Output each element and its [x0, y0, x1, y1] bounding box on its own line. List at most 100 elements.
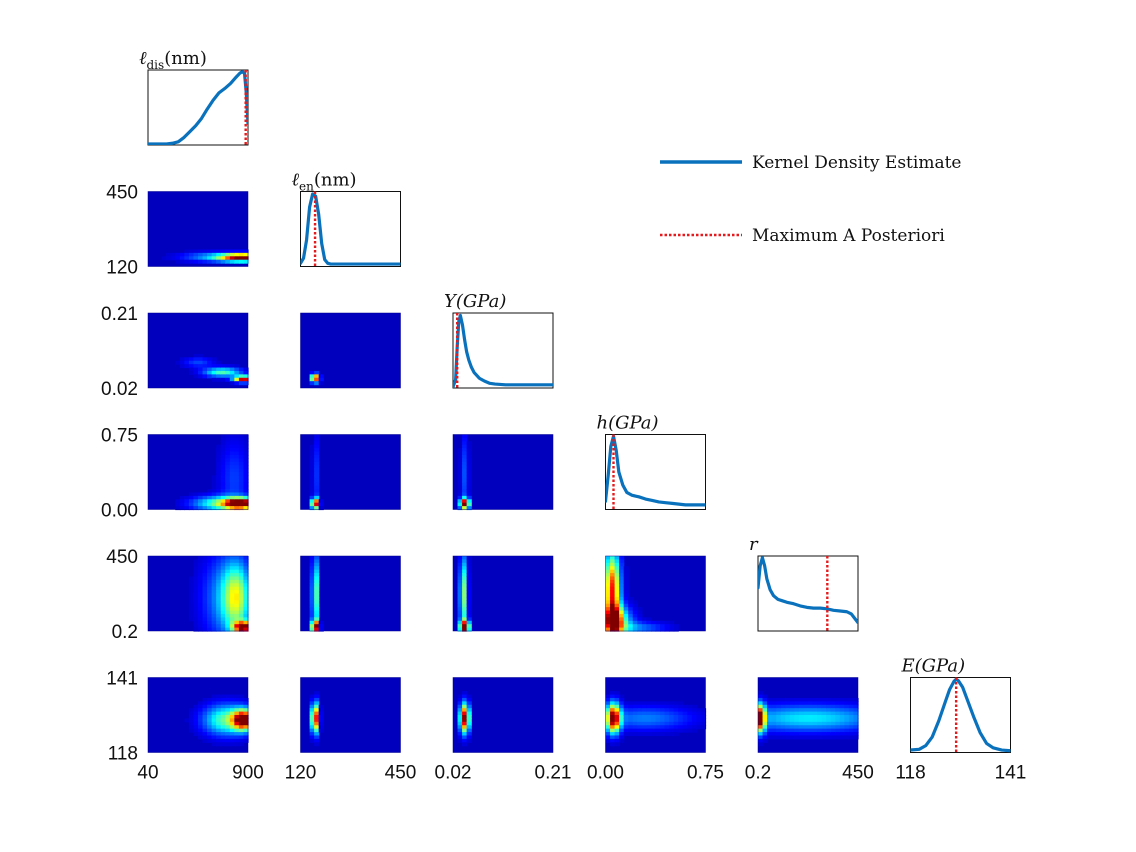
- heatmap-cell: [202, 711, 208, 716]
- heatmap-cell: [812, 728, 818, 733]
- heatmap-cell: [457, 502, 463, 507]
- heatmap-cell: [466, 694, 472, 699]
- heatmap-cell: [238, 735, 245, 740]
- heatmap-cell: [605, 620, 611, 625]
- heatmap-cell: [309, 711, 315, 716]
- heatmap-cell: [184, 357, 190, 362]
- heatmap-cell: [457, 620, 463, 625]
- heatmap-cell: [318, 711, 324, 716]
- heatmap-cell: [673, 725, 679, 730]
- heatmap-cell: [220, 735, 226, 740]
- heatmap-cell: [646, 704, 652, 709]
- heatmap-cell: [610, 732, 616, 737]
- heatmap-cell: [758, 697, 764, 702]
- heatmap-cell: [610, 610, 616, 615]
- heatmap-cell: [225, 502, 231, 507]
- heatmap-frame: [300, 434, 401, 510]
- ytick-top-len: 450: [106, 183, 138, 204]
- heatmap-cell: [466, 603, 472, 608]
- heatmap-cell: [660, 721, 666, 726]
- heatmap-cell: [234, 252, 240, 257]
- heatmap-cell: [776, 732, 782, 737]
- heatmap-cell: [198, 562, 204, 567]
- heatmap-cell: [669, 704, 675, 709]
- heatmap-cell: [673, 708, 679, 713]
- heatmap-cell: [687, 704, 693, 709]
- heatmap-cell: [466, 728, 472, 733]
- heatmap-cell: [220, 465, 226, 470]
- heatmap-cell: [780, 735, 786, 740]
- heatmap-cell: [211, 556, 217, 561]
- xtick-right-len: 450: [385, 763, 417, 784]
- heatmap-cell: [243, 566, 249, 571]
- heatmap-cell: [610, 583, 616, 588]
- heatmap-cell: [234, 506, 240, 511]
- heatmap-cell: [229, 461, 235, 466]
- heatmap-cell: [202, 624, 208, 629]
- heatmap-cell: [623, 715, 629, 720]
- legend-map-label: Maximum A Posteriori: [752, 226, 945, 246]
- heatmap-cell: [821, 697, 827, 702]
- heatmap-E-vs-Y: [452, 677, 554, 753]
- heatmap-cell: [207, 624, 213, 629]
- heatmap-cell: [610, 556, 616, 561]
- heatmap-cell: [466, 573, 472, 578]
- heatmap-cell: [462, 596, 468, 601]
- heatmap-cell: [817, 708, 823, 713]
- heatmap-cell: [466, 489, 472, 494]
- heatmap-cell: [188, 367, 195, 372]
- heatmap-cell: [646, 711, 652, 716]
- heatmap-cell: [641, 627, 648, 632]
- heatmap-cell: [238, 562, 245, 567]
- heatmap-cell: [309, 562, 315, 567]
- heatmap-cell: [623, 596, 629, 601]
- heatmap-cell: [238, 437, 245, 442]
- heatmap-cell: [848, 701, 855, 706]
- heatmap-cell: [844, 704, 850, 709]
- heatmap-cell: [309, 454, 315, 459]
- heatmap-cell: [216, 448, 222, 453]
- heatmap-cell: [771, 718, 777, 723]
- heatmap-cell: [623, 600, 629, 605]
- heatmap-cell: [198, 556, 204, 561]
- heatmap-cell: [234, 728, 240, 733]
- heatmap-cell: [314, 738, 320, 743]
- heatmap-cell: [623, 718, 629, 723]
- diag-panel-h: h(GPa): [597, 413, 706, 510]
- heatmap-cell: [821, 735, 827, 740]
- heatmap-cell: [207, 252, 213, 257]
- heatmap-cell: [309, 478, 315, 483]
- heatmap-cell: [637, 728, 643, 733]
- heatmap-cell: [655, 704, 661, 709]
- heatmap-cell: [202, 566, 208, 571]
- heatmap-cell: [193, 252, 199, 257]
- heatmap-cell: [220, 576, 226, 581]
- heatmap-cell: [234, 603, 240, 608]
- heatmap-cell: [817, 704, 823, 709]
- heatmap-cell: [462, 485, 468, 490]
- heatmap-E-vs-len: [300, 677, 401, 753]
- heatmap-cell: [211, 377, 217, 382]
- heatmap-cell: [466, 485, 472, 490]
- heatmap-cell: [234, 600, 240, 605]
- heatmap-cell: [785, 728, 791, 733]
- heatmap-cell: [610, 624, 616, 629]
- heatmap-cell: [243, 472, 249, 477]
- heatmap-cell: [785, 708, 791, 713]
- heatmap-cell: [309, 489, 315, 494]
- heatmap-cell: [605, 593, 611, 598]
- heatmap-cell: [798, 701, 805, 706]
- heatmap-cell: [243, 499, 249, 504]
- heatmap-cell: [610, 694, 616, 699]
- panel-title-Y: Y(GPa): [444, 291, 506, 312]
- heatmap-frame: [147, 191, 249, 267]
- heatmap-cell: [462, 694, 468, 699]
- heatmap-cell: [619, 566, 625, 571]
- heatmap-cell: [457, 461, 463, 466]
- heatmap-cell: [462, 461, 468, 466]
- heatmap-cell: [188, 613, 195, 618]
- heatmap-cell: [234, 732, 240, 737]
- xtick-left-ldis: 40: [137, 763, 158, 784]
- heatmap-cell: [457, 579, 463, 584]
- heatmap-cell: [457, 559, 463, 564]
